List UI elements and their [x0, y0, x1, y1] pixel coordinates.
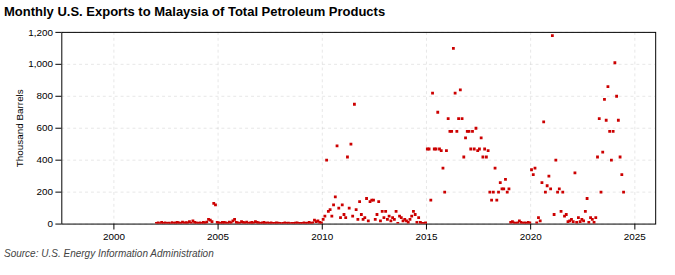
- svg-text:0: 0: [47, 218, 53, 229]
- svg-text:1,200: 1,200: [28, 27, 53, 38]
- svg-text:2010: 2010: [311, 231, 333, 242]
- svg-text:2020: 2020: [520, 231, 542, 242]
- html-text:Source: U.S. Energy Informatio: Source: U.S. Energy Information Administ…: [4, 248, 214, 260]
- svg-text:2005: 2005: [207, 231, 229, 242]
- svg-text:2015: 2015: [415, 231, 437, 242]
- svg-text:Thousand Barrels: Thousand Barrels: [14, 89, 25, 167]
- svg-text:800: 800: [36, 90, 53, 101]
- svg-text:200: 200: [36, 186, 53, 197]
- svg-text:400: 400: [36, 154, 53, 165]
- svg-text:1,000: 1,000: [28, 58, 53, 69]
- html-text:Monthly U.S. Exports to Malays: Monthly U.S. Exports to Malaysia of Tota…: [4, 4, 386, 19]
- svg-text:600: 600: [36, 122, 53, 133]
- svg-text:2000: 2000: [103, 231, 125, 242]
- svg-text:2025: 2025: [624, 231, 646, 242]
